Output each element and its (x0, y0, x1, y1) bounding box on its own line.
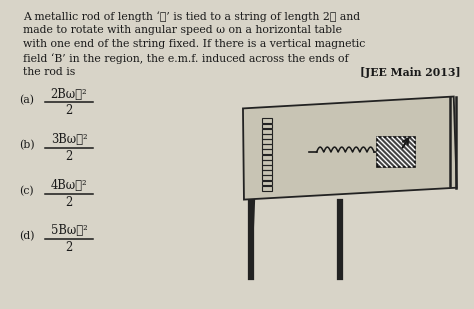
Bar (262, 154, 272, 159)
Bar (262, 134, 272, 139)
Bar (262, 118, 272, 123)
Text: [JEE Main 2013]: [JEE Main 2013] (360, 67, 461, 78)
Text: 2: 2 (65, 196, 73, 209)
Bar (262, 165, 272, 170)
Bar (262, 186, 272, 191)
Text: 4Bωℓ²: 4Bωℓ² (51, 179, 87, 192)
Bar (377, 137, 415, 167)
Text: 2: 2 (65, 241, 73, 254)
Text: (a): (a) (19, 95, 34, 105)
Text: 5Bωℓ²: 5Bωℓ² (51, 224, 87, 237)
Bar (262, 180, 272, 185)
Text: with one end of the string fixed. If there is a vertical magnetic: with one end of the string fixed. If the… (23, 39, 365, 49)
Text: (c): (c) (19, 186, 34, 196)
Text: 3Bωℓ²: 3Bωℓ² (51, 133, 87, 146)
Text: (d): (d) (19, 231, 35, 242)
Text: field ‘B’ in the region, the e.m.f. induced across the ends of: field ‘B’ in the region, the e.m.f. indu… (23, 53, 349, 64)
Bar (262, 139, 272, 144)
Polygon shape (243, 96, 457, 200)
Bar (262, 175, 272, 180)
Text: (b): (b) (19, 140, 35, 150)
Text: 2: 2 (65, 104, 73, 117)
Bar (262, 170, 272, 175)
Bar (262, 150, 272, 154)
Text: A metallic rod of length ‘ℓ’ is tied to a string of length 2ℓ and: A metallic rod of length ‘ℓ’ is tied to … (23, 11, 360, 22)
Bar (262, 144, 272, 149)
Bar (262, 124, 272, 129)
Text: 2Bωℓ²: 2Bωℓ² (51, 88, 87, 101)
Text: 2: 2 (65, 150, 73, 163)
Text: made to rotate with angular speed ω on a horizontal table: made to rotate with angular speed ω on a… (23, 25, 342, 35)
Bar (262, 160, 272, 165)
Text: the rod is: the rod is (23, 67, 75, 77)
Bar (262, 129, 272, 134)
